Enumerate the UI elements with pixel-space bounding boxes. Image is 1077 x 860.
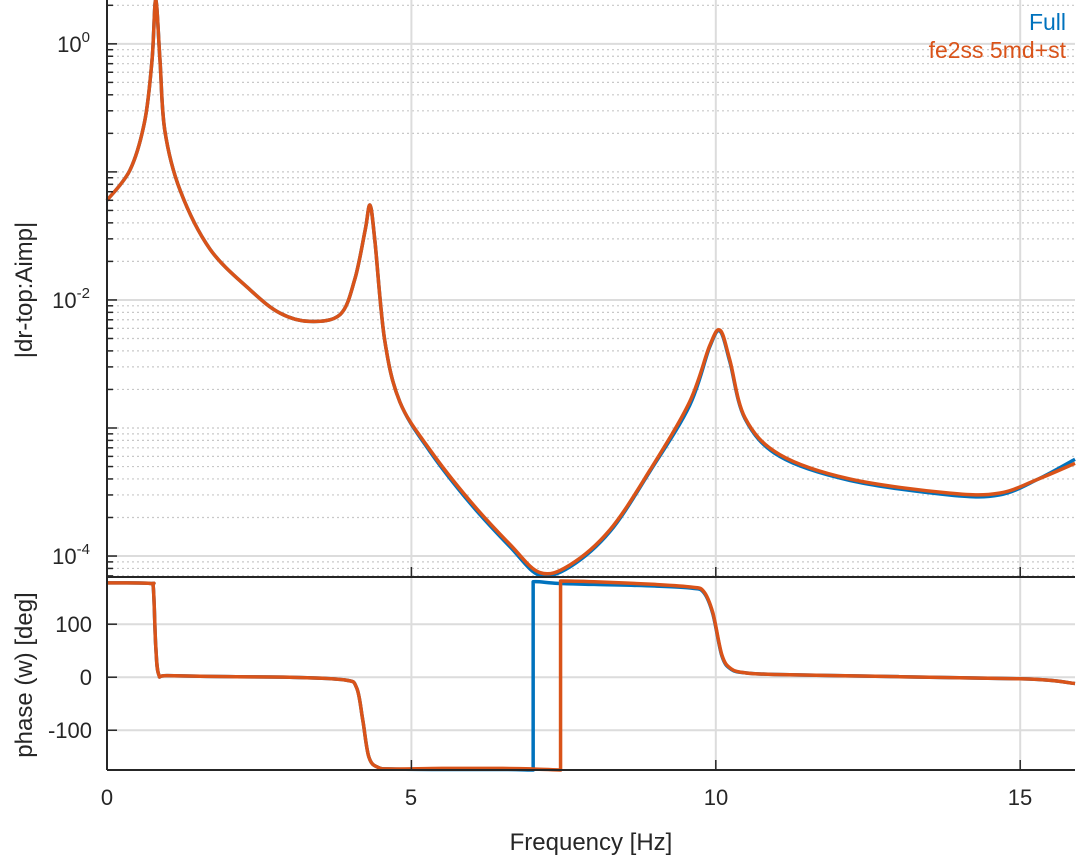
plot-lines: [105, 0, 1076, 772]
legend-entry-full: Full: [1029, 9, 1066, 35]
magnitude-line-fe2ss: [105, 0, 1076, 576]
phase-y-axis-label: phase (w) [deg]: [11, 592, 38, 757]
phase-tick-label: 0: [80, 665, 92, 690]
mag-tick-base: 10: [52, 544, 76, 569]
x-axis-label: Frequency [Hz]: [510, 829, 673, 856]
x-tick-label: 0: [101, 785, 113, 810]
mag-tick-exponent: -2: [77, 285, 90, 302]
mag-tick-label: 100: [57, 29, 90, 57]
mag-tick-exponent: 0: [82, 29, 90, 46]
x-tick-label: 10: [704, 785, 728, 810]
mag-tick-label: 10-2: [52, 285, 90, 313]
phase-grid: [106, 577, 1075, 770]
mag-tick-base: 10: [52, 288, 76, 313]
x-tick-label: 15: [1008, 785, 1032, 810]
mag-tick-base: 10: [57, 32, 81, 57]
mag-y-axis-label: |dr-top:Aimp|: [11, 222, 38, 359]
phase-tick-label: -100: [48, 718, 92, 743]
phase-line-fe2ss: [106, 579, 1076, 772]
x-tick-label: 5: [405, 785, 417, 810]
mag-tick-label: 10-4: [52, 541, 90, 569]
mag-tick-exponent: -4: [77, 541, 90, 558]
phase-tick-label: 100: [55, 612, 92, 637]
axes-frame: [106, 0, 1075, 771]
legend-entry-fe2ss: fe2ss 5md+st: [929, 37, 1067, 63]
